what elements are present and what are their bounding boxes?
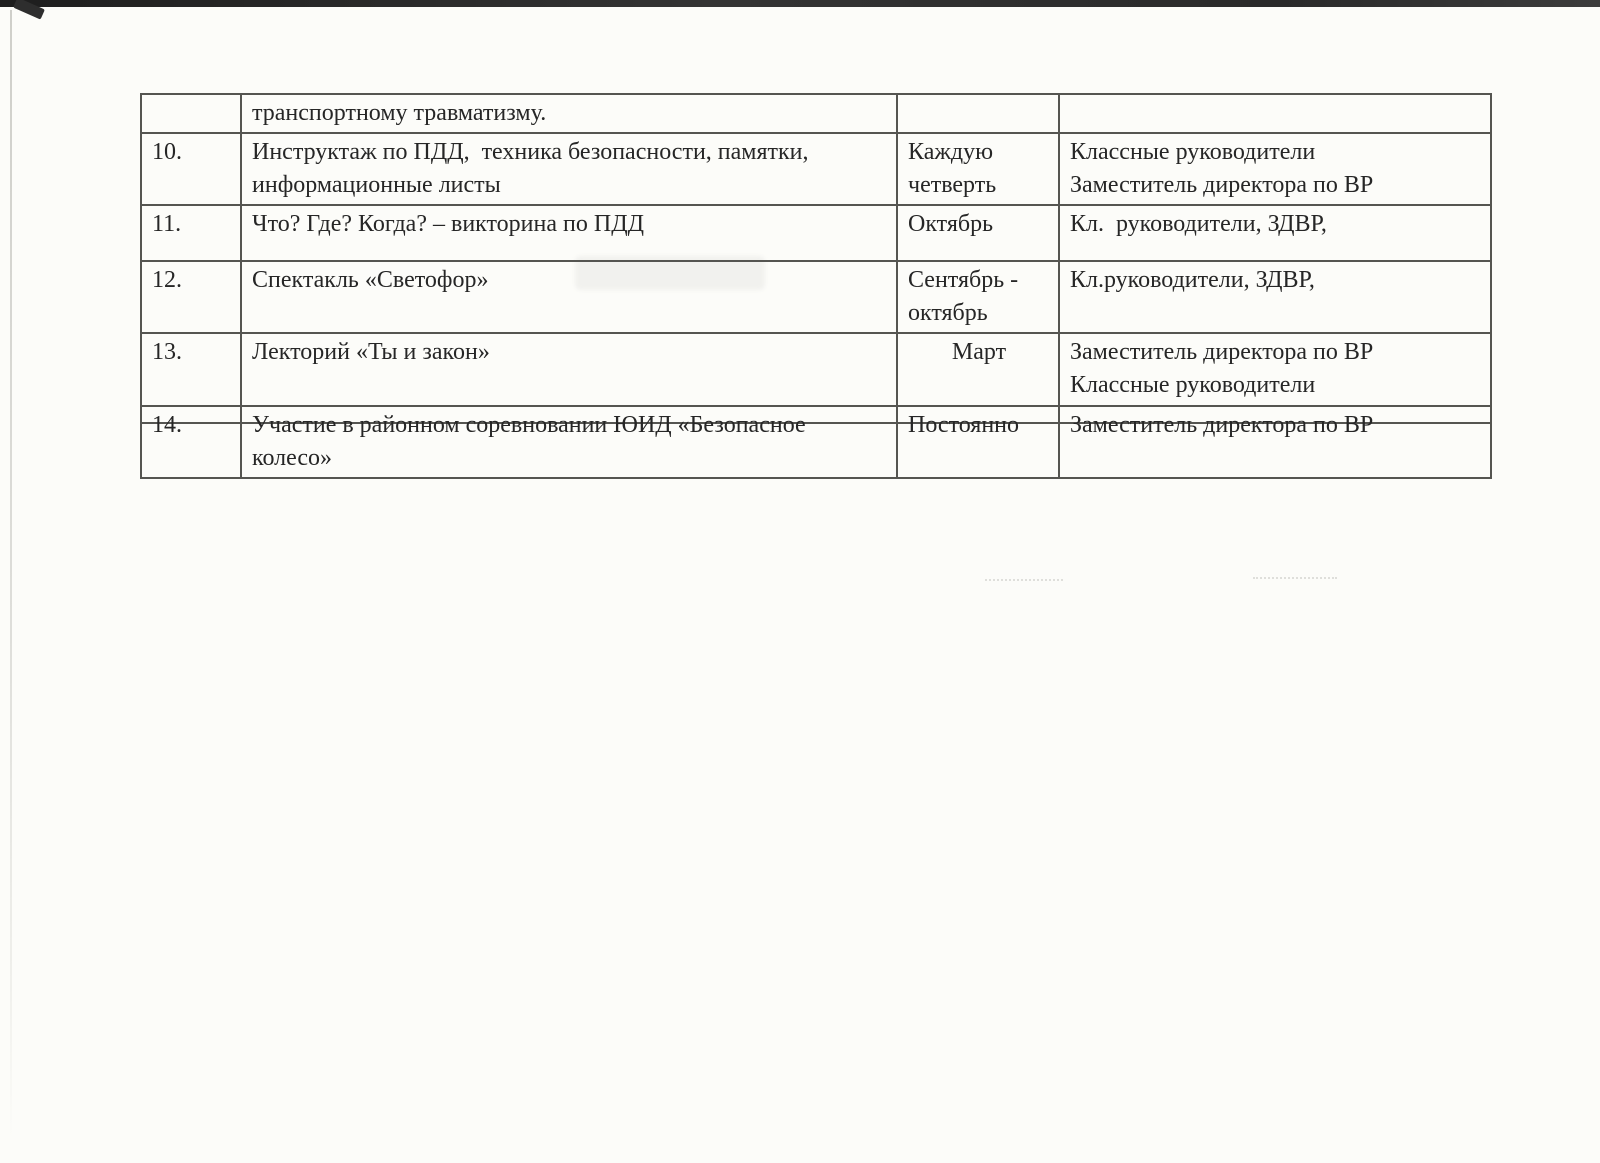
- cell-number: 10.: [140, 132, 242, 206]
- activities-table-last-row: 14. Участие в районном соревновании ЮИД …: [140, 405, 1492, 479]
- table-row: транспортному травматизму.: [140, 93, 1492, 134]
- cell-activity: Инструктаж по ПДД, техника безопасности,…: [240, 132, 898, 206]
- cell-responsible: Кл. руководители, ЗДВР,: [1058, 204, 1492, 262]
- scan-dotted-artifact: [985, 576, 1063, 581]
- cell-responsible: [1058, 93, 1492, 134]
- cell-number: [140, 93, 242, 134]
- table-row: 12. Спектакль «Светофор» Сентябрь - октя…: [140, 260, 1492, 334]
- table-row: 10. Инструктаж по ПДД, техника безопасно…: [140, 132, 1492, 206]
- cell-timing: Сентябрь - октябрь: [896, 260, 1060, 334]
- scan-top-edge-artifact: [0, 0, 1600, 7]
- cell-timing: Каждую четверть: [896, 132, 1060, 206]
- table-row: 14. Участие в районном соревновании ЮИД …: [140, 405, 1492, 479]
- cell-number: 11.: [140, 204, 242, 262]
- scan-dotted-artifact: [1253, 574, 1337, 579]
- cell-responsible: Заместитель директора по ВР: [1058, 405, 1492, 479]
- cell-number: 12.: [140, 260, 242, 334]
- cell-number: 14.: [140, 405, 242, 479]
- cell-activity: транспортному травматизму.: [240, 93, 898, 134]
- cell-activity: Спектакль «Светофор»: [240, 260, 898, 334]
- table-row: 11. Что? Где? Когда? – викторина по ПДД …: [140, 204, 1492, 262]
- activities-table: транспортному травматизму. 10. Инструкта…: [140, 93, 1492, 424]
- cell-timing: Постоянно: [896, 405, 1060, 479]
- cell-timing: [896, 93, 1060, 134]
- scan-left-edge-artifact: [10, 10, 12, 1140]
- cell-responsible: Классные руководители Заместитель директ…: [1058, 132, 1492, 206]
- cell-activity: Что? Где? Когда? – викторина по ПДД: [240, 204, 898, 262]
- cell-timing: Октябрь: [896, 204, 1060, 262]
- cell-responsible: Кл.руководители, ЗДВР,: [1058, 260, 1492, 334]
- cell-activity: Участие в районном соревновании ЮИД «Без…: [240, 405, 898, 479]
